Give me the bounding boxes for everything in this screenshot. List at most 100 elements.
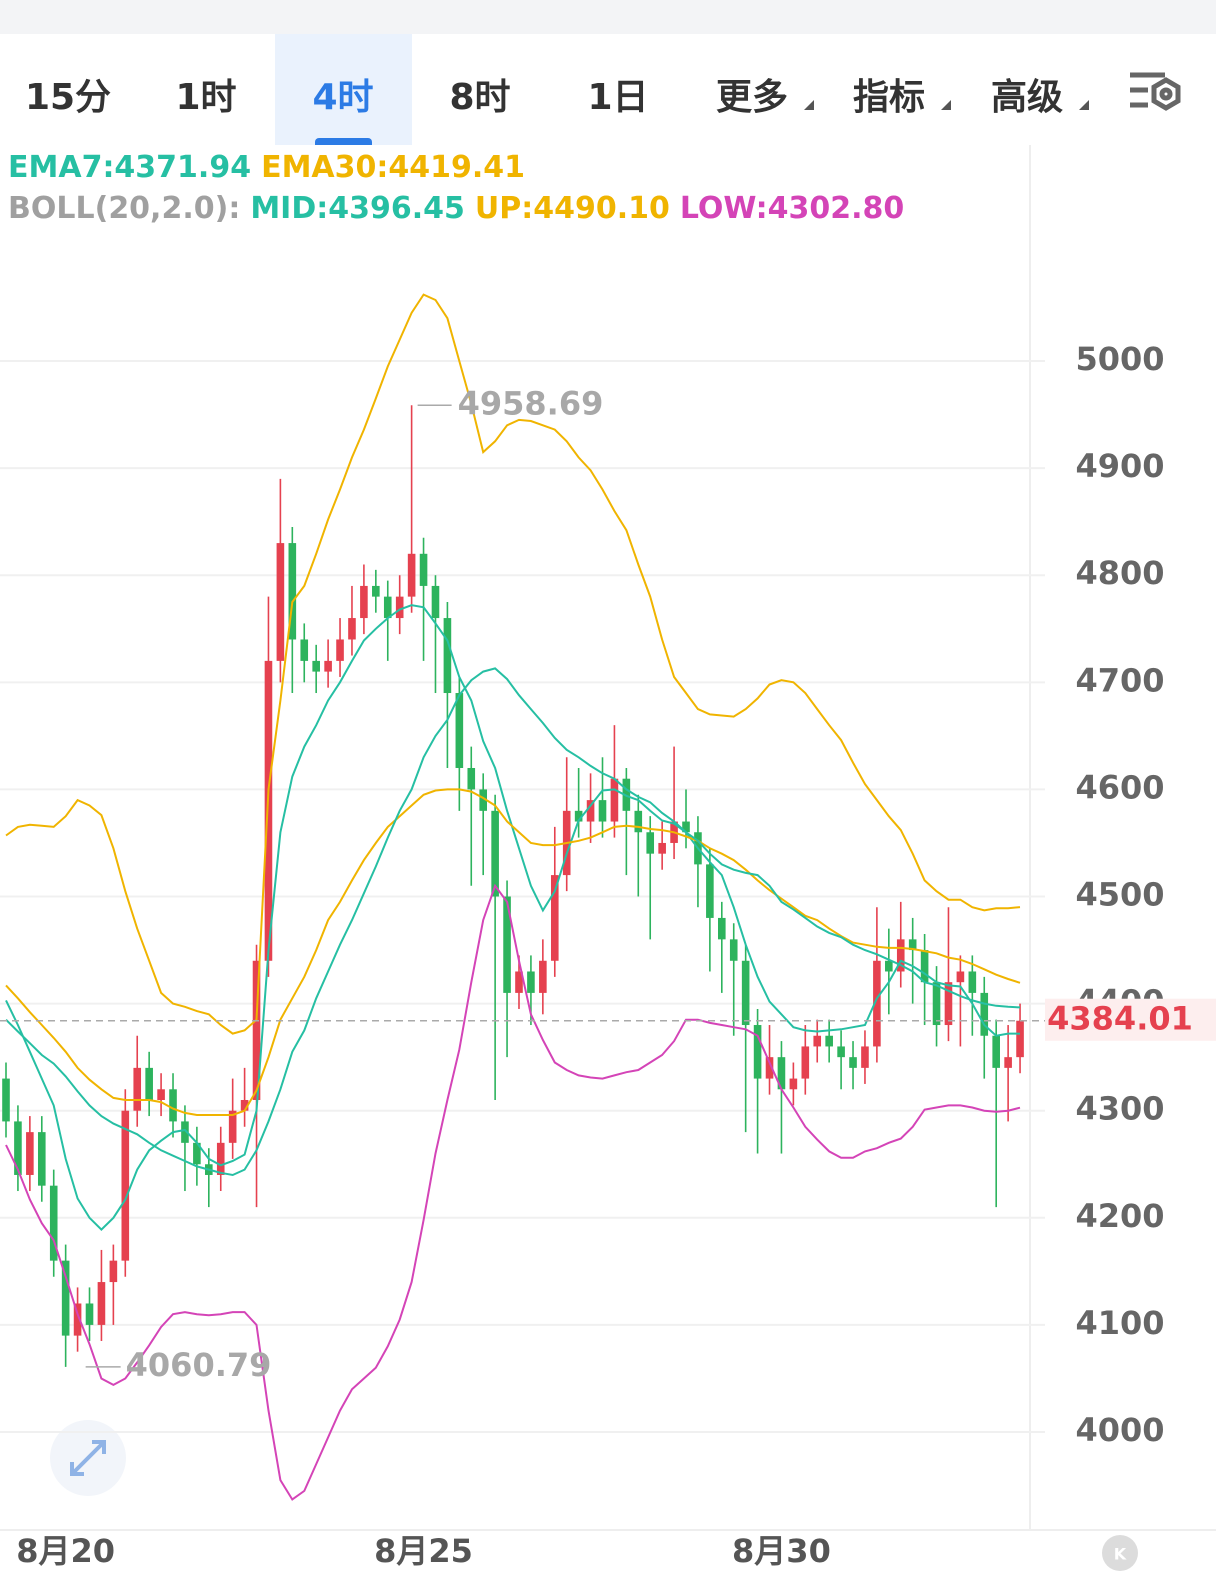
legend-entry: UP:4490.10 — [475, 191, 670, 226]
tab[interactable]: 1日 — [587, 77, 649, 118]
candle-body — [574, 810, 583, 822]
tab[interactable]: 高级 — [990, 77, 1064, 118]
x-tick-label: 8月30 — [732, 1532, 831, 1570]
tab[interactable]: 指标 — [852, 77, 926, 118]
candle-body — [97, 1282, 106, 1325]
indicator-line — [5, 667, 1021, 1177]
candle-body — [646, 832, 655, 854]
tab[interactable]: 1时 — [175, 77, 237, 118]
active-tab-background — [275, 34, 412, 145]
candle-body — [908, 939, 917, 951]
indicator-line — [5, 293, 1021, 1035]
candle-body — [539, 960, 547, 993]
y-tick-label: 4900 — [1075, 447, 1164, 485]
candle-body — [372, 585, 380, 597]
k-icon[interactable] — [1102, 1535, 1138, 1571]
candle-body — [26, 1132, 34, 1175]
candle-body — [133, 1067, 142, 1111]
candle-body — [491, 810, 499, 897]
candle-body — [801, 1046, 810, 1079]
tab[interactable]: 4时 — [312, 77, 374, 118]
candle-body — [598, 800, 607, 822]
candle-body — [718, 917, 726, 940]
candle-body — [37, 1132, 46, 1186]
candle-body — [312, 660, 320, 672]
candle-body — [360, 585, 368, 619]
candle-body — [527, 971, 535, 993]
candle-body — [193, 1142, 201, 1165]
candle-body — [670, 821, 678, 843]
candle-body — [121, 1110, 130, 1261]
candle-body — [431, 585, 440, 619]
tab-bar: 15分 1时 4时 8时 1日 更多 指标 高级 — [0, 34, 1216, 145]
candle-body — [849, 1057, 857, 1068]
legend-entry: LOW:4302.80 — [680, 191, 904, 226]
candle-body — [861, 1046, 869, 1068]
expand-button[interactable] — [50, 1420, 126, 1496]
candle-body — [252, 960, 261, 1100]
candle-body — [479, 789, 487, 811]
y-tick-label: 4600 — [1075, 768, 1164, 806]
candle-body — [586, 800, 595, 822]
y-tick-label: 4500 — [1075, 876, 1164, 914]
candle-body — [562, 810, 571, 876]
legend-entry: MID:4396.45 — [250, 191, 465, 226]
tab[interactable]: 8时 — [449, 77, 511, 118]
candle-body — [383, 596, 392, 619]
candle-body — [885, 960, 893, 972]
candle-body — [813, 1035, 822, 1047]
tab[interactable]: 更多 — [715, 77, 789, 118]
candle-body — [658, 842, 666, 854]
candle-body — [503, 896, 511, 993]
candle-body — [550, 875, 559, 961]
legend-boll: BOLL(20,2.0): MID:4396.45 UP:4490.10 LOW:43… — [8, 191, 904, 226]
candle-body — [205, 1164, 213, 1175]
candle-body — [765, 1057, 774, 1079]
candle-body — [789, 1078, 798, 1090]
candle-body — [61, 1260, 70, 1336]
candle-body — [85, 1303, 94, 1325]
candle-body — [228, 1110, 237, 1143]
indicator-line — [5, 788, 1021, 1116]
y-tick-label: 5000 — [1075, 340, 1164, 378]
x-tick-label: 8月20 — [16, 1532, 115, 1570]
indicator-label: BOLL(20,2.0): — [8, 191, 240, 226]
candle-body — [1016, 1020, 1024, 1058]
candle-body — [932, 982, 941, 1026]
candle-body — [825, 1035, 833, 1047]
candle-body — [920, 950, 929, 983]
candle-body — [109, 1260, 118, 1283]
candle-body — [264, 660, 273, 961]
candle-body — [419, 553, 428, 586]
candle-body — [395, 596, 404, 619]
candle-body — [968, 971, 977, 993]
candle-body — [276, 543, 285, 661]
legend-entry: EMA30:4419.41 — [261, 150, 525, 185]
candle-body — [622, 778, 631, 811]
dropdown-arrow — [1079, 100, 1089, 110]
candle-body — [634, 810, 643, 833]
y-tick-label: 4100 — [1075, 1304, 1164, 1342]
y-tick-label: 4800 — [1075, 554, 1164, 592]
candle-body — [288, 543, 297, 640]
candle-body — [157, 1089, 165, 1100]
candle-body — [837, 1046, 845, 1058]
active-tab-indicator — [315, 138, 372, 145]
y-tick-label: 4200 — [1075, 1197, 1164, 1235]
legend-entry: EMA7:4371.94 — [8, 150, 251, 185]
candle-body — [169, 1089, 177, 1122]
candle-body — [324, 660, 332, 672]
candle-body — [753, 1025, 762, 1079]
x-tick-label: 8月25 — [374, 1532, 473, 1570]
candle-body — [706, 864, 714, 918]
candle-body — [873, 960, 881, 1047]
y-tick-label: 4000 — [1075, 1411, 1164, 1449]
candle-body — [610, 778, 619, 822]
tab[interactable]: 15分 — [24, 77, 112, 118]
candle-body — [336, 639, 344, 661]
candle-body — [682, 821, 690, 833]
candle-body — [741, 960, 750, 1026]
candle-body — [777, 1057, 786, 1090]
candle-body — [896, 939, 905, 972]
